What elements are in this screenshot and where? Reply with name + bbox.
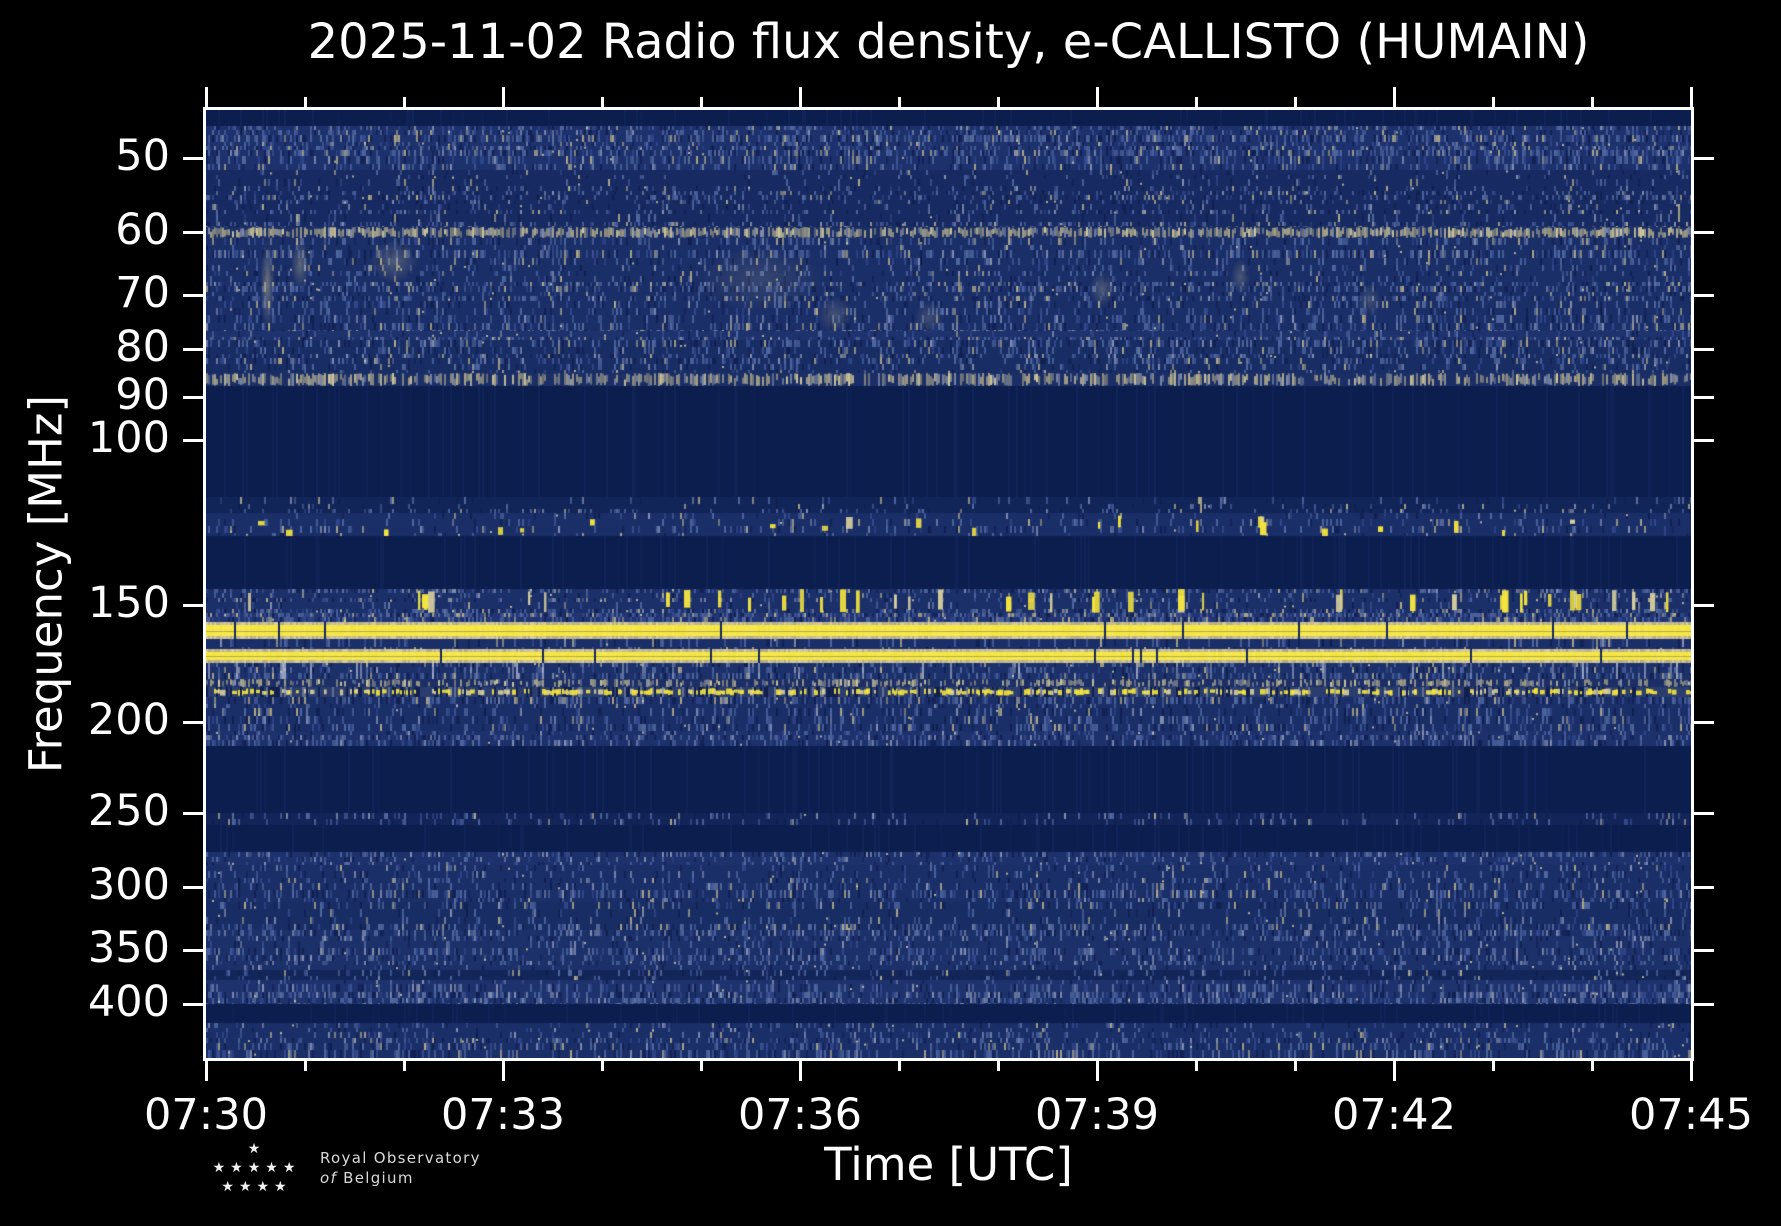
y-tick-label: 200 [87,695,170,745]
x-tick-label: 07:42 [1332,1090,1456,1140]
x-major-tick [1096,1061,1099,1081]
y-tick [183,294,203,297]
y-tick [1694,812,1714,815]
y-tick-label: 70 [115,268,170,318]
rob-logo-text: Royal Observatory of Belgium [320,1148,481,1188]
x-minor-tick [898,97,901,107]
x-axis-label: Time [UTC] [824,1138,1073,1191]
y-tick [183,439,203,442]
x-major-tick [799,87,802,107]
x-minor-tick [1294,1061,1297,1071]
spectrogram-canvas [206,110,1691,1058]
x-minor-tick [1492,1061,1495,1071]
star-row: ★★★★ [221,1179,292,1195]
y-tick [1694,1003,1714,1006]
x-major-tick [1690,87,1693,107]
x-major-tick [502,1061,505,1081]
x-tick-label: 07:33 [441,1090,565,1140]
y-tick [183,1003,203,1006]
star-row: ★ [247,1141,266,1157]
x-minor-tick [601,1061,604,1071]
x-minor-tick [403,1061,406,1071]
rob-org-name: Royal Observatory [320,1149,481,1167]
x-minor-tick [1492,97,1495,107]
y-tick [1694,439,1714,442]
x-minor-tick [700,1061,703,1071]
x-major-tick [1393,87,1396,107]
y-tick-label: 350 [87,923,170,973]
y-tick-label: 90 [115,370,170,420]
x-tick-label: 07:36 [738,1090,862,1140]
y-tick-label: 250 [87,786,170,836]
star-row: ★★★★★ [212,1160,301,1176]
y-tick [1694,157,1714,160]
y-tick [183,812,203,815]
y-tick [1694,348,1714,351]
y-tick [183,157,203,160]
x-minor-tick [601,97,604,107]
rob-org-of: of [320,1169,338,1187]
y-tick [183,348,203,351]
x-minor-tick [997,1061,1000,1071]
x-minor-tick [1294,97,1297,107]
x-minor-tick [1195,1061,1198,1071]
x-minor-tick [1591,97,1594,107]
x-tick-label: 07:45 [1629,1090,1753,1140]
x-major-tick [1393,1061,1396,1081]
x-minor-tick [304,1061,307,1071]
y-tick-label: 80 [115,322,170,372]
rob-logo-stars-icon: ★ ★★★★★ ★★★★ [206,1140,302,1197]
y-tick [183,396,203,399]
x-major-tick [205,87,208,107]
y-tick [183,604,203,607]
x-minor-tick [1195,97,1198,107]
rob-org-country: Belgium [343,1169,414,1187]
y-tick [1694,949,1714,952]
x-minor-tick [700,97,703,107]
x-minor-tick [1591,1061,1594,1071]
x-minor-tick [304,97,307,107]
y-tick [183,949,203,952]
x-minor-tick [898,1061,901,1071]
y-tick-label: 400 [87,977,170,1027]
y-tick-label: 50 [115,131,170,181]
rob-logo: ★ ★★★★★ ★★★★ Royal Observatory of Belgium [206,1140,481,1197]
x-minor-tick [997,97,1000,107]
x-major-tick [502,87,505,107]
y-tick [1694,231,1714,234]
y-tick-label: 60 [115,205,170,255]
y-tick-label: 150 [87,578,170,628]
y-tick [1694,396,1714,399]
x-major-tick [1690,1061,1693,1081]
x-minor-tick [403,97,406,107]
x-tick-label: 07:39 [1035,1090,1159,1140]
y-tick [1694,886,1714,889]
x-major-tick [1096,87,1099,107]
y-tick-label: 300 [87,860,170,910]
chart-title: 2025-11-02 Radio flux density, e-CALLIST… [307,14,1590,70]
x-tick-label: 07:30 [144,1090,268,1140]
x-major-tick [205,1061,208,1081]
y-tick [1694,294,1714,297]
y-tick [183,721,203,724]
y-tick [183,886,203,889]
y-tick [1694,604,1714,607]
y-tick-label: 100 [87,413,170,463]
y-tick [1694,721,1714,724]
x-major-tick [799,1061,802,1081]
y-tick [183,231,203,234]
